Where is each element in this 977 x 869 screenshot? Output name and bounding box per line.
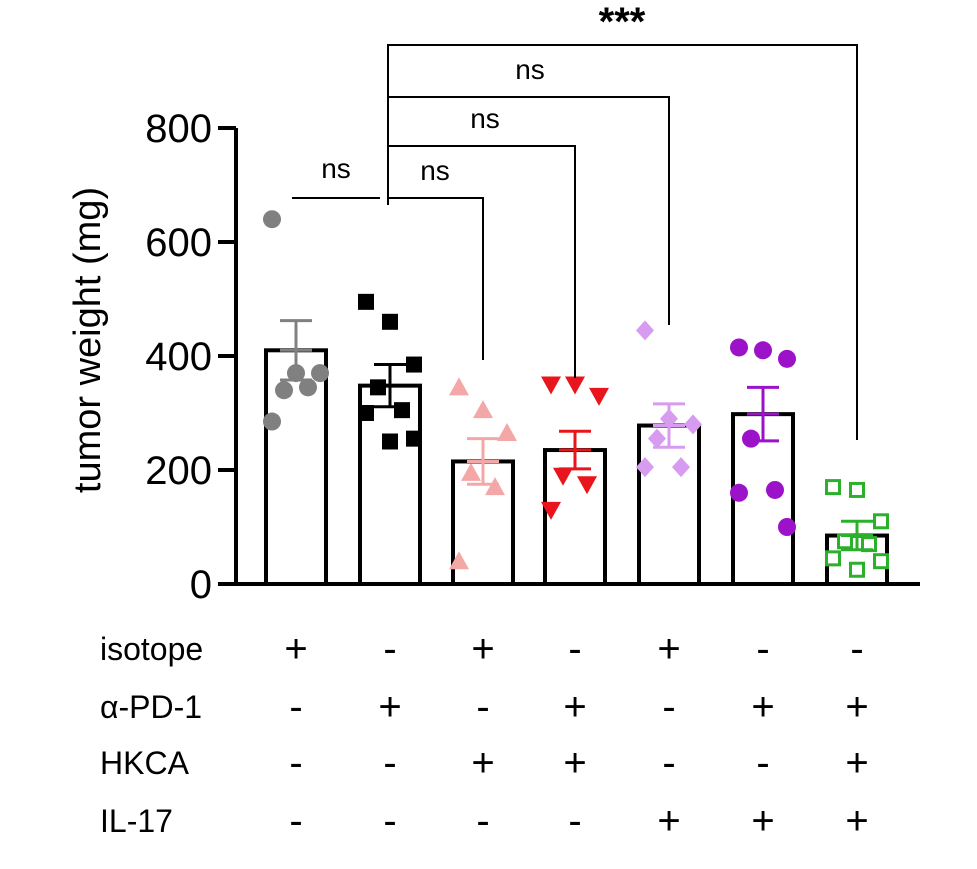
data-point — [565, 376, 585, 395]
condition-sign: + — [845, 799, 868, 843]
data-point — [485, 477, 505, 496]
data-point — [577, 476, 597, 495]
condition-sign: + — [751, 799, 774, 843]
condition-sign: - — [756, 627, 769, 671]
condition-label: IL-17 — [100, 803, 173, 839]
data-point — [541, 501, 561, 520]
y-tick-label: 600 — [145, 221, 212, 265]
data-point — [449, 377, 469, 396]
condition-sign: - — [476, 685, 489, 729]
condition-sign: + — [751, 685, 774, 729]
data-point — [730, 483, 748, 502]
data-point — [553, 467, 573, 486]
data-point — [730, 338, 748, 357]
comparison-bracket — [387, 197, 484, 360]
data-point — [461, 462, 481, 481]
comparison-bracket — [387, 96, 670, 325]
bar — [264, 348, 328, 586]
data-point — [370, 379, 386, 396]
data-point — [636, 320, 654, 341]
y-tick-label: 400 — [145, 335, 212, 379]
data-point — [497, 422, 517, 441]
data-point — [449, 551, 469, 570]
y-tick-label: 800 — [145, 107, 212, 151]
data-point — [849, 561, 865, 578]
bar — [637, 423, 701, 587]
data-point — [299, 378, 317, 397]
data-point — [382, 433, 398, 450]
data-point — [263, 210, 281, 229]
data-point — [778, 349, 796, 368]
condition-sign: - — [662, 741, 675, 785]
data-point — [406, 356, 422, 373]
data-point — [684, 414, 702, 435]
data-point — [849, 481, 865, 498]
data-point — [275, 381, 293, 400]
data-point — [754, 341, 772, 360]
condition-sign: + — [563, 741, 586, 785]
condition-sign: - — [383, 741, 396, 785]
condition-sign: + — [471, 741, 494, 785]
condition-label: HKCA — [100, 745, 190, 781]
condition-sign: + — [284, 627, 307, 671]
data-point — [589, 387, 609, 406]
condition-label: isotope — [100, 631, 203, 667]
data-point — [358, 293, 374, 310]
condition-sign: - — [383, 627, 396, 671]
comparison-label: *** — [599, 0, 646, 44]
data-point — [406, 430, 422, 447]
condition-sign: - — [756, 741, 769, 785]
y-tick-label: 200 — [145, 449, 212, 493]
data-point — [394, 402, 410, 419]
condition-sign: + — [378, 685, 401, 729]
data-point — [382, 313, 398, 330]
data-point — [311, 364, 329, 383]
y-tick-label: 0 — [190, 563, 212, 607]
data-point — [636, 457, 654, 478]
condition-sign: - — [383, 799, 396, 843]
condition-sign: + — [845, 685, 868, 729]
comparison-label: ns — [420, 155, 450, 186]
y-axis-label: tumor weight (mg) — [67, 187, 109, 493]
comparison-label: ns — [515, 54, 545, 85]
data-point — [473, 400, 493, 419]
condition-sign: - — [289, 741, 302, 785]
data-point — [873, 513, 889, 530]
data-point — [766, 480, 784, 499]
condition-sign: - — [289, 799, 302, 843]
data-point — [263, 412, 281, 431]
condition-sign: + — [471, 627, 494, 671]
data-point — [541, 376, 561, 395]
comparison-bracket — [387, 145, 576, 378]
condition-sign: + — [563, 685, 586, 729]
condition-label: α-PD-1 — [100, 689, 202, 725]
comparison-label: ns — [470, 103, 500, 134]
data-point — [778, 518, 796, 536]
data-point — [825, 479, 841, 496]
condition-sign: - — [850, 627, 863, 671]
condition-sign: - — [476, 799, 489, 843]
data-point — [873, 553, 889, 570]
condition-sign: - — [568, 627, 581, 671]
condition-sign: - — [289, 685, 302, 729]
data-point — [742, 429, 760, 448]
data-point — [648, 428, 666, 449]
condition-sign: + — [845, 741, 868, 785]
comparison-label: ns — [321, 153, 351, 184]
condition-sign: - — [662, 685, 675, 729]
condition-sign: + — [657, 627, 680, 671]
data-point — [672, 457, 690, 478]
data-point — [358, 405, 374, 421]
condition-sign: + — [657, 799, 680, 843]
condition-sign: - — [568, 799, 581, 843]
data-point — [825, 550, 841, 567]
